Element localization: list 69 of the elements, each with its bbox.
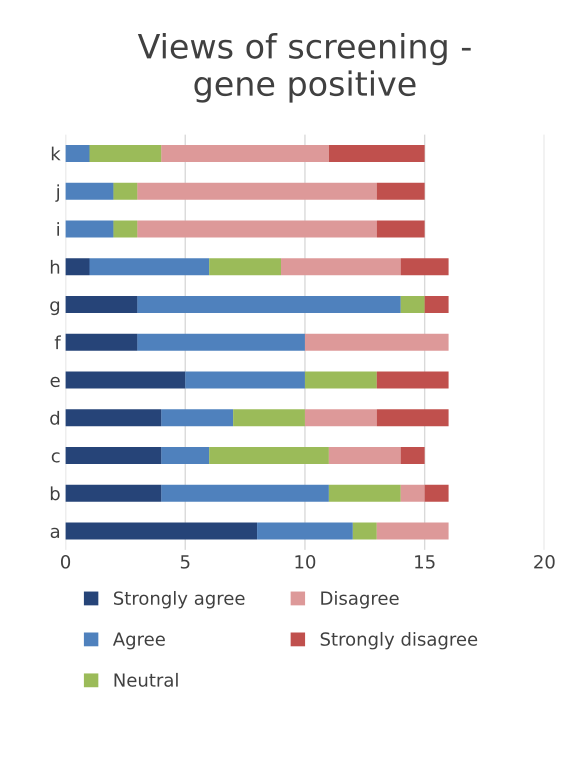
bar xyxy=(424,296,449,313)
bar xyxy=(424,484,449,502)
y-tick-label: k xyxy=(52,146,61,160)
bar xyxy=(304,409,377,426)
bar xyxy=(66,144,90,162)
bar xyxy=(185,371,305,388)
x-tick-label: 20 xyxy=(534,555,555,569)
bar xyxy=(66,409,162,426)
bar xyxy=(328,144,425,162)
bar xyxy=(66,446,162,464)
bar xyxy=(161,144,329,162)
legend-label: Strongly disagree xyxy=(320,632,478,650)
y-tick-label: g xyxy=(50,301,60,316)
bar xyxy=(376,371,449,388)
bar xyxy=(66,258,90,276)
bar xyxy=(376,409,449,426)
x-tick-label: 5 xyxy=(180,555,190,569)
bar xyxy=(400,296,425,313)
bar xyxy=(328,484,401,502)
y-tick-label: c xyxy=(52,452,60,463)
legend-label: Agree xyxy=(112,632,165,650)
bar xyxy=(233,409,305,426)
bar xyxy=(137,220,377,238)
bar xyxy=(66,296,138,313)
bar xyxy=(89,144,162,162)
y-tick-label: f xyxy=(54,335,62,350)
bar xyxy=(257,522,353,540)
x-tick-label: 0 xyxy=(60,555,70,569)
bar xyxy=(209,446,329,464)
bar xyxy=(209,258,282,276)
bar xyxy=(376,220,425,238)
bar xyxy=(66,182,114,200)
y-tick-label: a xyxy=(50,528,60,538)
bar xyxy=(304,334,449,351)
bar xyxy=(304,371,377,388)
legend-label: Strongly agree xyxy=(114,591,245,608)
bar xyxy=(161,484,329,502)
bar xyxy=(137,334,305,351)
y-tick-label: i xyxy=(57,222,59,236)
x-tick-label: 15 xyxy=(415,555,435,569)
bar xyxy=(66,220,114,238)
y-tick-label: j xyxy=(55,184,59,202)
legend-label: Neutral xyxy=(114,672,178,687)
bar xyxy=(376,182,425,200)
bar xyxy=(113,220,138,238)
bar xyxy=(113,182,138,200)
bar xyxy=(328,446,401,464)
bar xyxy=(66,522,258,540)
bar xyxy=(352,522,377,540)
bar xyxy=(66,334,138,351)
bar xyxy=(89,258,210,276)
legend-label: Disagree xyxy=(321,591,399,608)
bar xyxy=(161,409,234,426)
chart-title: Views of screening - gene positive xyxy=(138,33,471,103)
bar xyxy=(376,522,449,540)
bar xyxy=(281,258,401,276)
bar xyxy=(137,296,401,313)
bar xyxy=(400,446,425,464)
y-tick-label: d xyxy=(50,410,60,425)
x-tick-label: 10 xyxy=(295,555,316,569)
y-tick-label: b xyxy=(50,486,60,500)
bar xyxy=(66,484,162,502)
bar xyxy=(66,371,186,388)
bar xyxy=(137,182,377,200)
bar xyxy=(400,258,449,276)
y-tick-label: e xyxy=(50,376,60,388)
bar xyxy=(400,484,425,502)
y-tick-label: h xyxy=(50,260,60,274)
bar xyxy=(161,446,210,464)
